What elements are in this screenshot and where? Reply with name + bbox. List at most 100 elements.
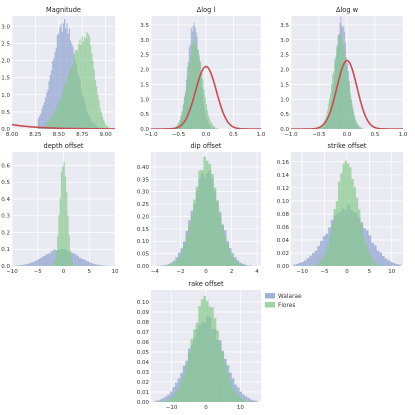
bar-flores — [202, 78, 204, 129]
bar-flores — [78, 44, 80, 129]
bar-flores — [206, 160, 209, 266]
bar-flores — [319, 127, 321, 129]
bar-flores — [175, 391, 178, 402]
bar-flores — [54, 111, 56, 129]
bar-flores — [72, 263, 74, 266]
y-tick-label: 2.0 — [280, 68, 289, 74]
bar-flores — [234, 260, 237, 266]
bar-flores — [182, 245, 186, 266]
bar-flores — [351, 100, 353, 129]
y-tick-label: 3.5 — [140, 23, 149, 29]
bar-flores — [324, 118, 326, 129]
bar-walarae — [387, 260, 391, 266]
bar-flores — [221, 352, 225, 402]
bar-walarae — [157, 400, 160, 402]
bar-walarae — [76, 255, 79, 266]
bar-walarae — [390, 261, 393, 266]
bar-flores — [223, 235, 227, 266]
panel-title: depth offset — [44, 142, 84, 150]
bar-flores — [203, 89, 205, 129]
bar-walarae — [102, 265, 105, 266]
bar-flores — [189, 57, 191, 129]
y-tick-label: 0.10 — [137, 300, 150, 306]
bar-flores — [180, 381, 183, 402]
bar-flores — [226, 243, 230, 266]
bar-walarae — [392, 263, 396, 266]
bar-walarae — [94, 264, 97, 266]
y-tick-label: 0.4 — [1, 197, 10, 203]
legend-swatch — [265, 302, 275, 308]
panel-0: Magnitude 8.00 8.25 8.50 8.75 9.00 0.0 0.5 1.0 1.… — [1, 6, 115, 138]
bar-flores — [351, 179, 354, 266]
bar-flores — [216, 330, 219, 402]
bar-walarae — [309, 255, 313, 266]
bar-flores — [344, 56, 346, 129]
y-tick-label: 0.08 — [277, 212, 290, 218]
bar-flores — [60, 98, 62, 129]
panel-title: Magnitude — [46, 6, 81, 14]
bar-flores — [51, 115, 54, 129]
x-tick-label: 4 — [255, 269, 259, 275]
prior-curve — [151, 65, 261, 129]
x-tick-label: 8.00 — [6, 132, 19, 138]
bar-flores — [348, 85, 351, 129]
y-tick-label: 1.5 — [140, 82, 149, 88]
bar-walarae — [48, 81, 50, 129]
bar-flores — [362, 128, 364, 129]
bar-flores — [170, 264, 173, 266]
y-tick-label: 0.0 — [280, 127, 289, 133]
y-tick-label: 1.0 — [1, 93, 10, 99]
y-tick-label: 0.16 — [277, 160, 290, 166]
bar-walarae — [37, 118, 39, 129]
bar-walarae — [35, 260, 38, 266]
bar-walarae — [45, 254, 49, 266]
bar-flores — [218, 215, 222, 266]
bar-walarae — [42, 256, 46, 266]
x-tick-label: 0.0 — [202, 132, 211, 138]
bar-walarae — [50, 70, 53, 129]
y-tick-label: 0.05 — [137, 252, 150, 258]
bar-flores — [205, 104, 207, 129]
bar-flores — [198, 170, 201, 266]
bar-flores — [62, 166, 64, 266]
bar-flores — [335, 200, 339, 266]
bar-flores — [164, 400, 168, 402]
bar-flores — [211, 307, 214, 402]
bar-flores — [213, 187, 217, 266]
bar-flores — [342, 44, 344, 129]
bar-walarae — [247, 397, 250, 402]
y-tick-label: 0.5 — [280, 112, 289, 118]
bar-flores — [376, 263, 379, 266]
bar-flores — [203, 295, 206, 402]
bar-flores — [175, 260, 178, 266]
bar-walarae — [61, 31, 63, 129]
bar-flores — [73, 264, 76, 266]
bar-flores — [195, 186, 199, 266]
bar-flores — [68, 72, 70, 129]
bar-flores — [167, 399, 170, 402]
bar-flores — [343, 50, 345, 129]
bar-flores — [360, 223, 363, 266]
bar-flores — [45, 122, 48, 129]
bar-flores — [236, 395, 240, 402]
bar-walarae — [52, 60, 54, 129]
bar-flores — [210, 121, 212, 129]
panel-title: dip offset — [191, 142, 222, 150]
bars — [154, 295, 258, 402]
bar-flores — [358, 209, 361, 266]
bar-walarae — [78, 257, 82, 266]
bar-walarae — [60, 24, 62, 129]
bar-flores — [357, 124, 359, 129]
bar-walarae — [244, 396, 248, 402]
bar-walarae — [99, 265, 103, 266]
bar-flores — [193, 329, 196, 402]
y-tick-label: 2.5 — [1, 41, 10, 47]
panel-6: rake offset −10 0 10 0.00 0.01 0.02 0.03 0.04 0.0… — [137, 280, 261, 411]
bar-flores — [84, 36, 86, 129]
bar-walarae — [47, 89, 49, 129]
bar-walarae — [30, 262, 33, 266]
panel-1: Δlog l −1.0 −0.5 0.0 0.5 1.0 0.0 0.5 1.0 1.5 2.0 2.… — [140, 6, 266, 138]
bar-flores — [81, 36, 83, 129]
x-tick-label: 2 — [230, 269, 234, 275]
bar-flores — [162, 401, 165, 402]
